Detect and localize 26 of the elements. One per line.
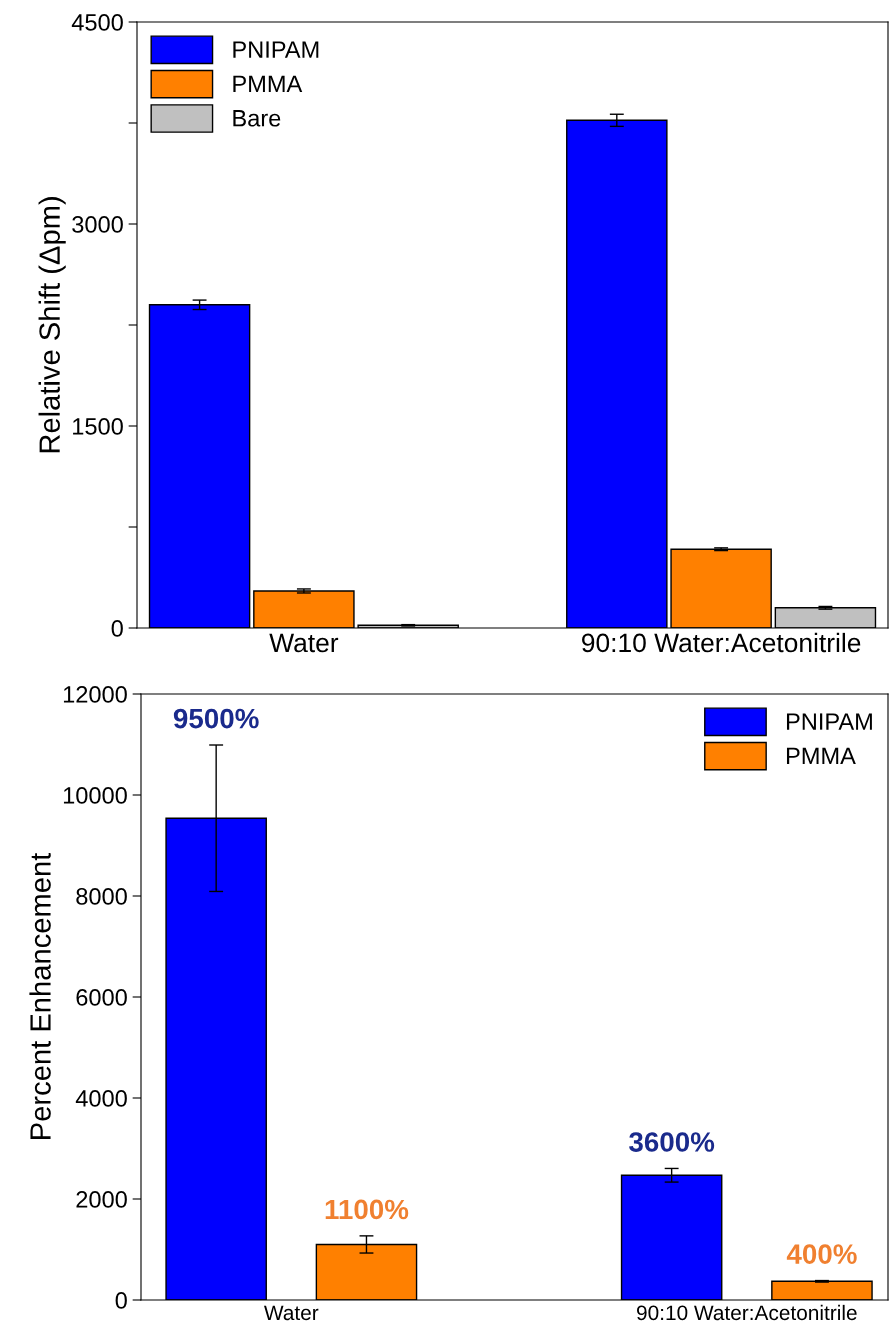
y-axis-title: Relative Shift (Δpm)	[38, 197, 66, 453]
legend-label: PMMA	[233, 75, 303, 93]
x-tick-label: Water	[264, 1305, 319, 1321]
y-tick-label: 2000	[76, 1191, 127, 1208]
annotation: 3600%	[629, 1132, 715, 1152]
legend-label: PMMA	[786, 747, 856, 765]
annotation: 9500%	[173, 708, 259, 729]
annotation: 400%	[786, 1244, 857, 1264]
y-tick-label: 3000	[72, 216, 123, 233]
y-tick-label: 4000	[75, 1090, 127, 1107]
y-tick-label: 0	[115, 1292, 127, 1309]
x-tick-label: 90:10 Water:Acetonitrile	[637, 1304, 857, 1321]
legend-label: PNIPAM	[786, 713, 872, 730]
y-axis-title: Percent Enhancement	[29, 852, 51, 1139]
y-tick-label: 1500	[73, 418, 123, 435]
legend-label: Bare	[233, 110, 281, 127]
x-tick-label: 90:10 Water:Acetonitrile	[582, 632, 861, 653]
y-tick-label: 0	[111, 620, 123, 637]
y-tick-label: 10000	[63, 787, 127, 804]
x-tick-label: Water	[269, 633, 339, 653]
annotation: 1100%	[325, 1199, 409, 1220]
legend-label: PNIPAM	[233, 41, 319, 58]
y-tick-label: 12000	[63, 686, 127, 703]
y-tick-label: 8000	[76, 888, 127, 905]
y-tick-label: 4500	[71, 14, 123, 31]
y-tick-label: 6000	[76, 989, 127, 1006]
